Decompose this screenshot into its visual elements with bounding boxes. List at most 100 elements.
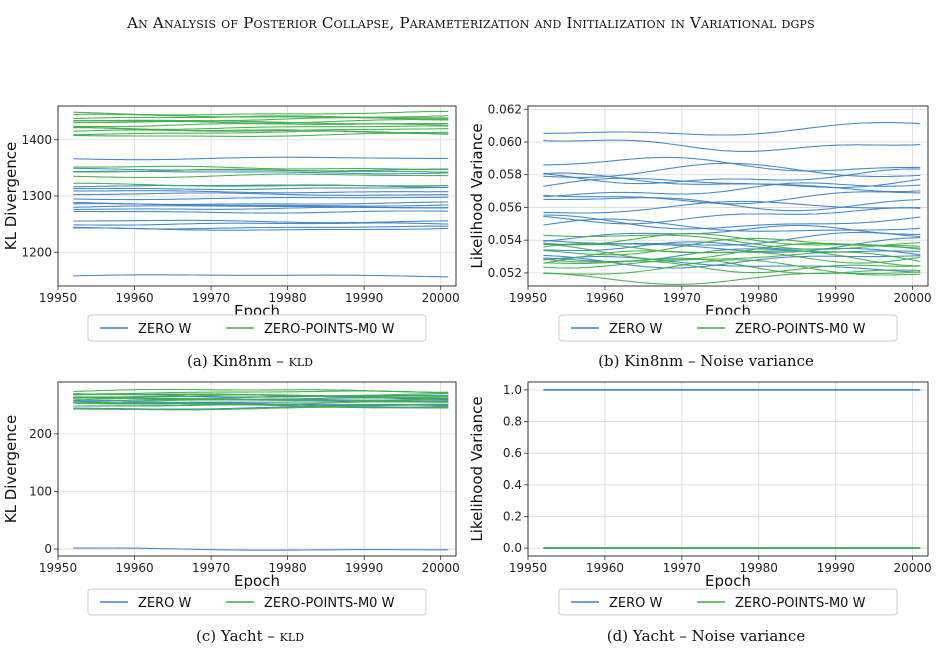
series-zero-points-m0-w-line	[543, 259, 921, 276]
x-axis-label: Epoch	[705, 572, 751, 590]
series-zero-points-m0-w-line	[73, 168, 449, 173]
y-tick-label: 0	[44, 542, 52, 556]
legend: ZERO W ZERO-POINTS-M0 W	[87, 314, 427, 342]
series-zero-w-line	[543, 168, 921, 185]
series-zero-points-m0-w-line	[543, 258, 921, 274]
legend-box	[87, 588, 427, 616]
series-lines	[543, 389, 921, 549]
series-zero-points-m0-w-line	[543, 237, 921, 256]
panel-d: 19950 19960 19970 19980 19990 20000 0.0 0.2 0.4 0…	[468, 368, 942, 623]
series-zero-w-line	[543, 177, 921, 193]
y-tick-label: 1200	[21, 245, 52, 259]
legend-label-zero-w: ZERO W	[609, 596, 663, 611]
series-zero-points-m0-w-line	[543, 233, 921, 250]
series-zero-points-m0-w-line	[73, 119, 449, 124]
series-zero-points-m0-w-line	[543, 257, 921, 275]
x-tick-label: 19970	[192, 561, 230, 575]
x-tick-label: 19960	[586, 291, 624, 305]
legend-box	[87, 314, 427, 342]
legend: ZERO W ZERO-POINTS-M0 W	[558, 314, 898, 342]
series-zero-points-m0-w-line	[543, 251, 921, 269]
legend-box	[558, 588, 898, 616]
y-tick-label: 0.060	[488, 135, 522, 149]
series-zero-w-line	[543, 200, 921, 214]
series-zero-w-line	[73, 205, 449, 209]
series-zero-w-line	[543, 237, 921, 253]
caption-a: (a) Kin8nm – kld	[60, 352, 440, 370]
y-tick-label: 0.054	[488, 233, 522, 247]
x-tick-label: 19990	[345, 291, 383, 305]
series-zero-w-line	[543, 182, 921, 198]
x-tick-label: 19950	[39, 561, 77, 575]
series-zero-w-line	[543, 255, 921, 273]
series-lines	[543, 121, 921, 285]
series-zero-w-line	[543, 207, 921, 225]
series-zero-points-m0-w-line	[543, 271, 921, 285]
panel-b: 19950 19960 19970 19980 19990 20000 0.052 0.054…	[468, 90, 942, 350]
y-tick-label: 1.0	[503, 383, 522, 397]
y-axis-label: Likelihood Variance	[468, 396, 486, 541]
series-zero-w-line	[543, 156, 921, 172]
y-tick-label: 0.4	[503, 478, 522, 492]
series-zero-points-m0-w-line	[73, 401, 449, 405]
series-zero-w-line	[543, 214, 921, 230]
y-tick-label: 0.056	[488, 200, 522, 214]
x-tick-label: 20000	[894, 561, 932, 575]
x-tick-label: 19980	[269, 561, 307, 575]
legend-label-zero-points-m0-w: ZERO-POINTS-M0 W	[264, 596, 395, 611]
x-tick-label: 19960	[115, 561, 153, 575]
plot-area	[528, 382, 928, 556]
legend-label-zero-points-m0-w: ZERO-POINTS-M0 W	[264, 322, 395, 337]
y-tick-label: 1300	[21, 189, 52, 203]
y-axis-label: KL Divergence	[2, 415, 20, 523]
plot-frame	[527, 105, 929, 287]
x-tick-label: 19960	[115, 291, 153, 305]
series-zero-w-line	[73, 547, 449, 551]
series-zero-w-line	[73, 219, 449, 224]
x-tick-label: 19950	[39, 291, 77, 305]
plot-frame	[57, 381, 457, 557]
x-tick-label: 19970	[663, 561, 701, 575]
series-zero-w-line	[73, 222, 449, 226]
series-zero-points-m0-w-line	[73, 129, 449, 134]
series-zero-points-m0-w-line	[73, 165, 449, 171]
series-zero-points-m0-w-line	[73, 120, 449, 125]
legend: ZERO W ZERO-POINTS-M0 W	[87, 588, 427, 616]
y-axis-label: KL Divergence	[2, 142, 20, 250]
x-tick-label: 20000	[422, 291, 460, 305]
y-axis-label: Likelihood Variance	[468, 123, 486, 268]
series-zero-w-line	[543, 218, 921, 232]
y-tick-label: 0.6	[503, 446, 522, 460]
y-tick-label: 1400	[21, 133, 52, 147]
series-zero-points-m0-w-line	[73, 115, 449, 120]
series-zero-w-line	[543, 197, 921, 212]
x-tick-label: 20000	[894, 291, 932, 305]
chart-a: 19950 19960 19970 19980 19990 20000 1200 1300 14…	[2, 105, 460, 342]
x-tick-label: 19990	[345, 561, 383, 575]
series-lines	[73, 110, 449, 278]
series-zero-points-m0-w-line	[73, 125, 449, 130]
series-zero-w-line	[73, 225, 449, 230]
x-tick-label: 19980	[740, 561, 778, 575]
series-zero-w-line	[73, 190, 449, 194]
caption-b-label: (b) Kin8nm – Noise variance	[598, 352, 814, 370]
chart-c: 19950 19960 19970 19980 19990 20000 0 100 200 Epo…	[2, 381, 460, 616]
x-tick-label: 19970	[663, 291, 701, 305]
chart-d: 19950 19960 19970 19980 19990 20000 0.0 0.2 0.4 0…	[468, 381, 932, 616]
series-zero-points-m0-w-line	[73, 392, 449, 397]
caption-a-metric: kld	[288, 352, 313, 370]
series-zero-points-m0-w-line	[543, 234, 921, 250]
series-zero-points-m0-w-line	[73, 132, 449, 137]
series-zero-w-line	[73, 210, 449, 214]
legend-label-zero-points-m0-w: ZERO-POINTS-M0 W	[735, 322, 866, 337]
y-tick-label: 200	[29, 427, 52, 441]
chart-b: 19950 19960 19970 19980 19990 20000 0.052 0.054…	[468, 102, 932, 342]
panel-a: 19950 19960 19970 19980 19990 20000 1200 1300 14…	[0, 90, 470, 350]
legend-label-zero-w: ZERO W	[138, 322, 192, 337]
series-zero-w-line	[543, 241, 921, 256]
legend-box	[558, 314, 898, 342]
legend: ZERO W ZERO-POINTS-M0 W	[558, 588, 898, 616]
series-lines	[73, 388, 449, 551]
legend-label-zero-w: ZERO W	[138, 596, 192, 611]
series-zero-w-line	[543, 121, 921, 136]
